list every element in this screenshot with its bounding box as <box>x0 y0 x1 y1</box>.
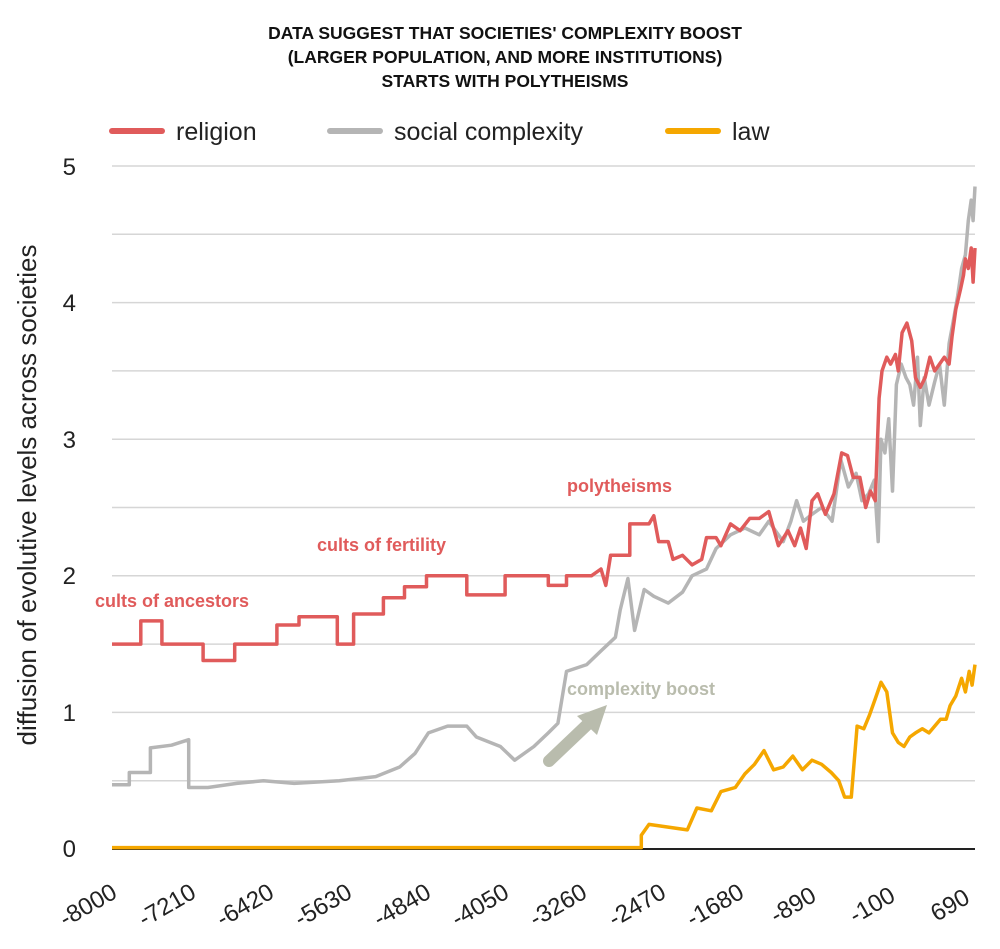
x-tick-label: -890 <box>766 882 821 929</box>
x-tick-label: -7210 <box>134 878 201 932</box>
x-tick-label: -5630 <box>290 878 357 932</box>
legend-label-social-complexity: social complexity <box>394 118 583 146</box>
y-tick-label: 0 <box>63 836 76 863</box>
legend-label-law: law <box>732 118 770 146</box>
series-line-law <box>112 664 977 850</box>
annotation-cults-of-fertility: cults of fertility <box>317 535 446 555</box>
chart-title-line-2: (LARGER POPULATION, AND MORE INSTITUTION… <box>288 47 723 67</box>
y-axis-ticks: 0 1 2 3 4 5 <box>63 154 76 863</box>
chart-title-line-1: DATA SUGGEST THAT SOCIETIES' COMPLEXITY … <box>268 23 742 43</box>
chart-title: DATA SUGGEST THAT SOCIETIES' COMPLEXITY … <box>268 23 742 91</box>
annotation-polytheisms: polytheisms <box>567 476 672 496</box>
series-group <box>112 186 977 850</box>
y-tick-label: 3 <box>63 427 76 454</box>
x-tick-label: -4050 <box>447 878 514 932</box>
x-tick-label: -1680 <box>682 878 749 932</box>
y-axis-title: diffusion of evolutive levels across soc… <box>12 245 42 746</box>
x-axis-ticks: -8000 -7210 -6420 -5630 -4840 -4050 -326… <box>55 878 974 932</box>
y-tick-label: 2 <box>63 563 76 590</box>
y-tick-label: 5 <box>63 154 76 181</box>
y-tick-label: 1 <box>63 700 76 727</box>
x-tick-label: -3260 <box>525 878 592 932</box>
x-tick-label: -4840 <box>369 878 436 932</box>
series-line-religion <box>112 246 977 663</box>
annotation-complexity-boost: complexity boost <box>567 679 715 699</box>
complexity-boost-arrow <box>543 705 607 767</box>
x-tick-label: -100 <box>845 882 900 929</box>
annotation-cults-of-ancestors: cults of ancestors <box>95 591 249 611</box>
annotations: cults of ancestors cults of fertility po… <box>95 476 715 699</box>
legend: religion social complexity law <box>109 118 770 146</box>
x-tick-label: -2470 <box>604 878 671 932</box>
series-line-social-complexity <box>112 186 977 790</box>
x-tick-label: -6420 <box>212 878 279 932</box>
chart-title-line-3: STARTS WITH POLYTHEISMS <box>382 71 629 91</box>
x-tick-label: 690 <box>926 884 974 927</box>
legend-label-religion: religion <box>176 118 257 146</box>
x-tick-label: -8000 <box>55 878 122 932</box>
y-tick-label: 4 <box>63 290 76 317</box>
